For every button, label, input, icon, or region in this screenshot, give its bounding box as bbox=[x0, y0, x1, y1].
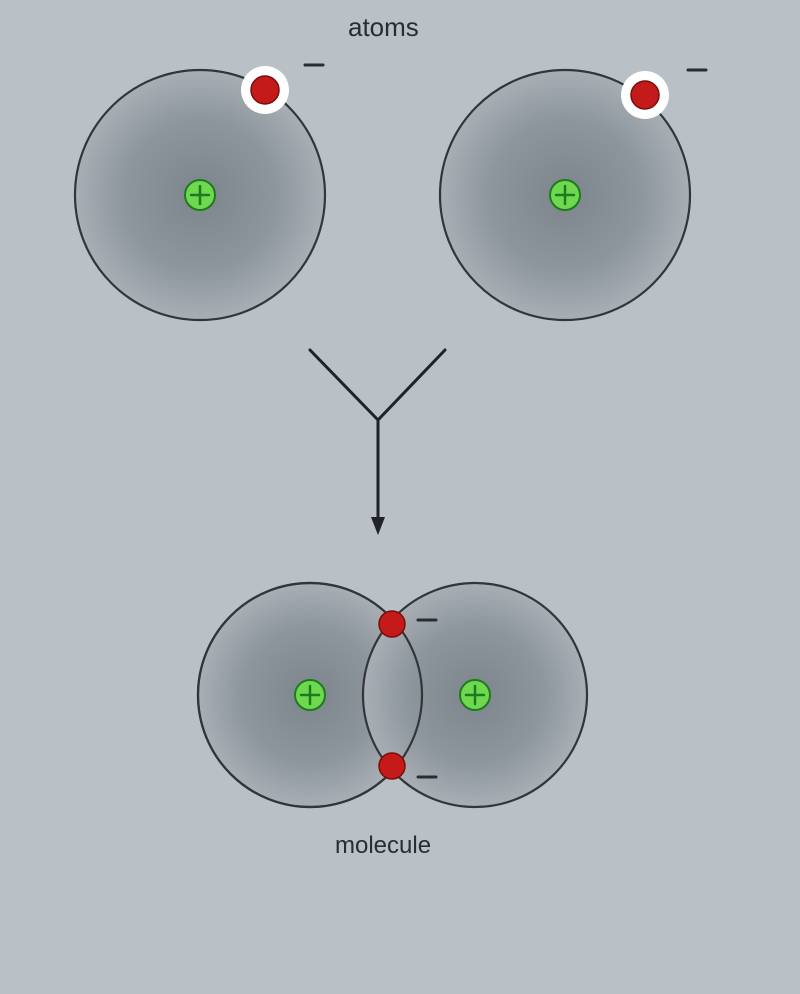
atom-right-electron bbox=[631, 81, 659, 109]
molecule-label: molecule bbox=[335, 832, 431, 860]
atoms-label: atoms bbox=[348, 12, 419, 43]
diagram-canvas: atoms molecule bbox=[0, 0, 800, 994]
arrowhead-icon bbox=[371, 517, 385, 535]
molecule-electron-1 bbox=[379, 753, 405, 779]
atom-left-electron bbox=[251, 76, 279, 104]
merge-arrow bbox=[310, 350, 445, 535]
molecule-electron-0 bbox=[379, 611, 405, 637]
